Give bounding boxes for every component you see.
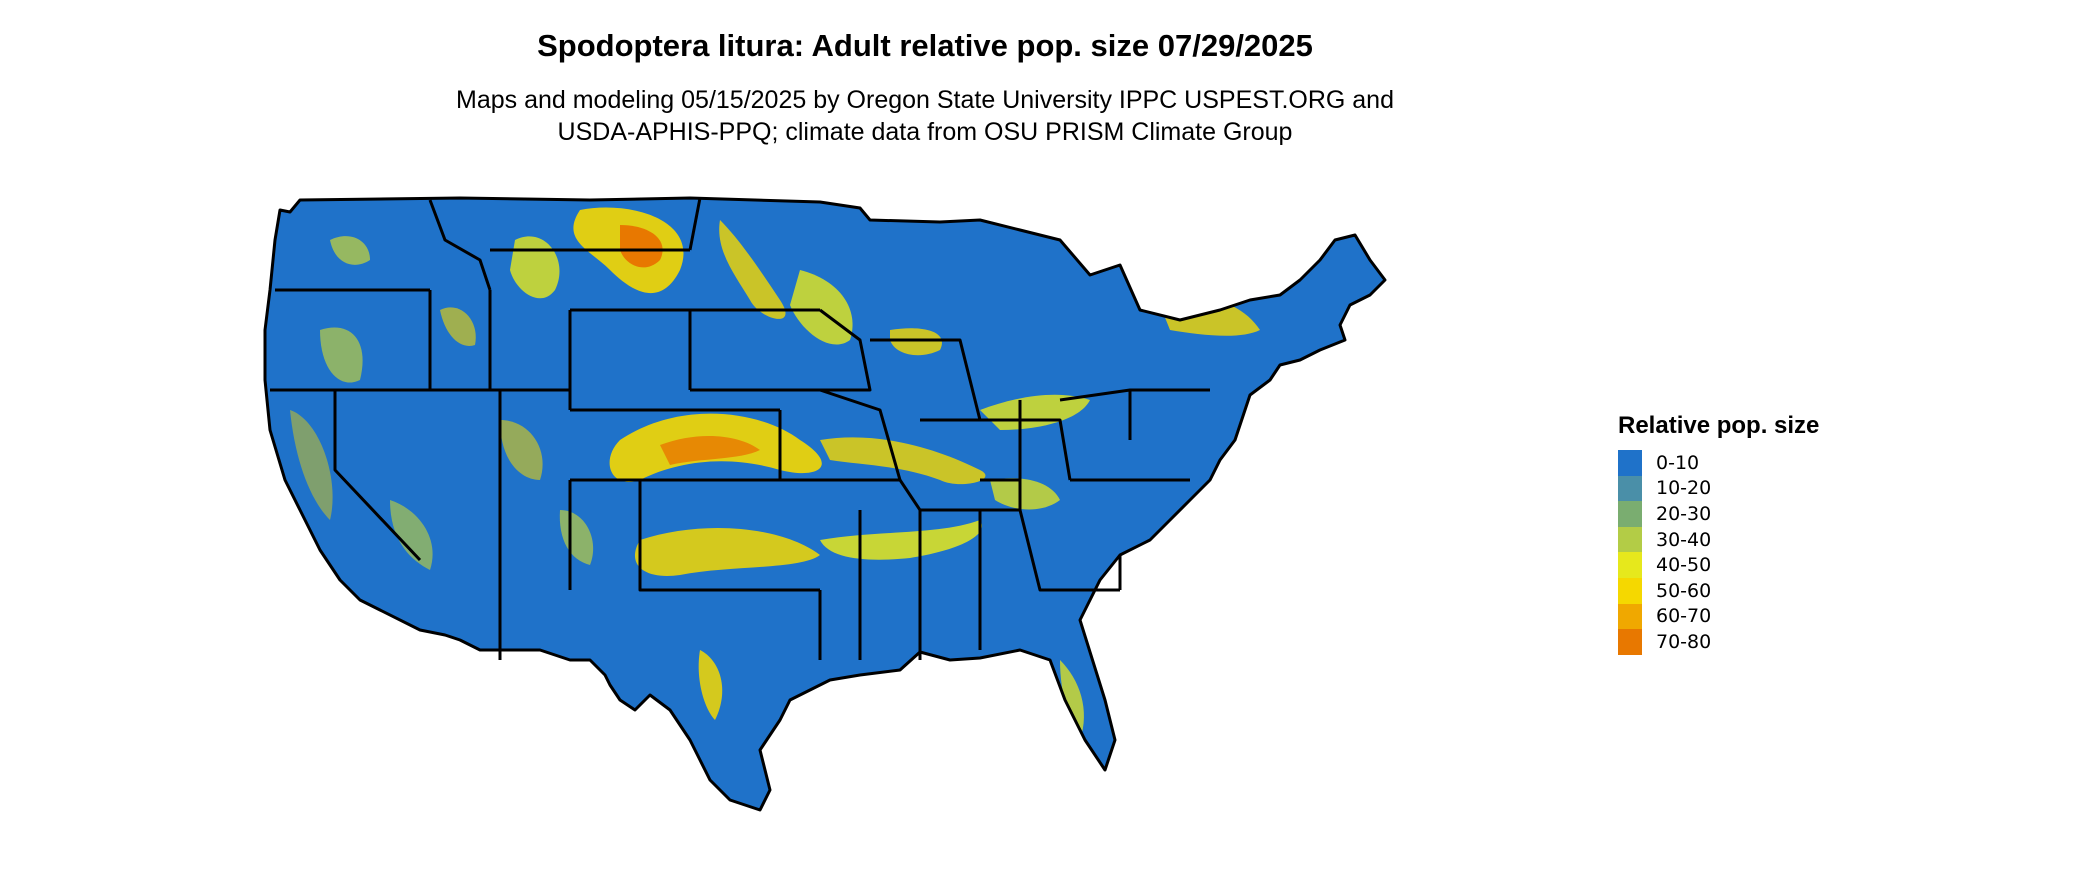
legend-label: 50-60	[1656, 579, 1712, 602]
legend: Relative pop. size 0-10 10-20 20-30 30-40 40…	[1618, 412, 1819, 655]
legend-label: 40-50	[1656, 554, 1712, 577]
legend-label: 30-40	[1656, 528, 1712, 551]
legend-item: 70-80	[1618, 629, 1819, 655]
legend-item: 40-50	[1618, 552, 1819, 578]
subtitle-line-2: USDA-APHIS-PPQ; climate data from OSU PR…	[557, 118, 1293, 146]
legend-label: 0-10	[1656, 451, 1700, 474]
state-borders	[263, 196, 1387, 812]
legend-item: 50-60	[1618, 577, 1819, 604]
legend-swatch	[1618, 603, 1642, 630]
map-title: Spodoptera litura: Adult relative pop. s…	[537, 28, 1313, 63]
base-fill	[265, 198, 1385, 810]
legend-label: 20-30	[1656, 502, 1712, 525]
legend-swatch	[1618, 526, 1642, 553]
us-map	[263, 196, 1387, 812]
legend-items: 0-10 10-20 20-30 30-40 40-50 50-60 60-70 70-80	[1618, 450, 1819, 655]
legend-item: 20-30	[1618, 501, 1819, 527]
subtitle-line-1: Maps and modeling 05/15/2025 by Oregon S…	[456, 86, 1394, 114]
legend-item: 0-10	[1618, 450, 1819, 476]
legend-swatch	[1618, 552, 1642, 578]
legend-title: Relative pop. size	[1618, 412, 1820, 439]
legend-item: 10-20	[1618, 475, 1819, 502]
legend-swatch	[1618, 450, 1642, 476]
legend-swatch	[1618, 501, 1642, 527]
legend-item: 60-70	[1618, 603, 1819, 630]
legend-label: 10-20	[1656, 477, 1712, 500]
legend-item: 30-40	[1618, 526, 1819, 553]
legend-swatch	[1618, 577, 1642, 604]
legend-label: 70-80	[1656, 630, 1712, 653]
map-subtitle: Maps and modeling 05/15/2025 by Oregon S…	[0, 84, 1850, 148]
legend-swatch	[1618, 475, 1642, 502]
legend-swatch	[1618, 629, 1642, 655]
legend-label: 60-70	[1656, 605, 1712, 628]
